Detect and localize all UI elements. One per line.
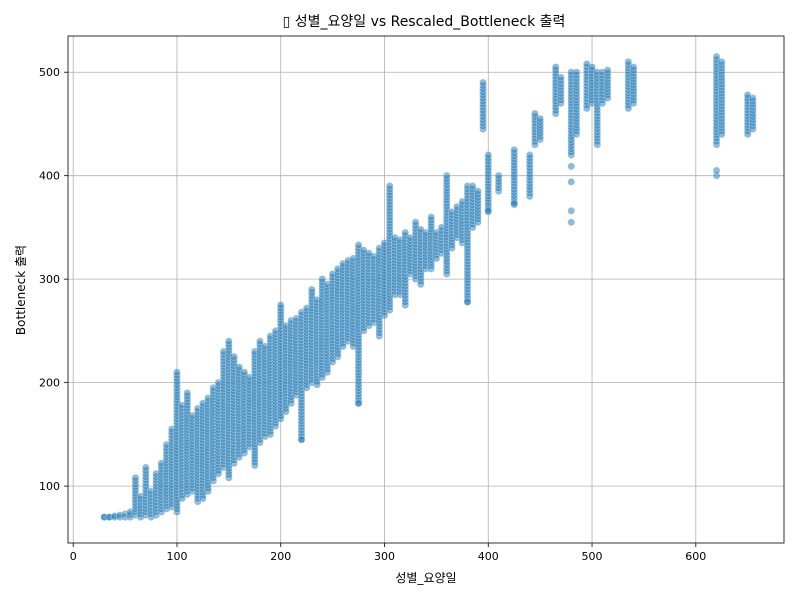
y-tick-label: 500 [39, 66, 60, 79]
data-point [354, 399, 363, 408]
y-tick-label: 300 [39, 273, 60, 286]
data-point [385, 182, 394, 190]
y-axis-ticks: 100 200 300 400 500 [39, 66, 68, 493]
data-point [536, 114, 544, 123]
x-tick-label: 0 [70, 550, 77, 563]
data-point [468, 182, 477, 190]
x-axis-label: 성별_요양일 [395, 571, 456, 585]
data-point [712, 52, 721, 61]
x-tick-label: 500 [582, 550, 603, 563]
data-point [557, 73, 565, 82]
data-point [173, 368, 181, 377]
data-point [572, 68, 581, 77]
data-point [567, 207, 576, 215]
data-point [276, 301, 285, 309]
data-point [427, 213, 435, 221]
data-point [624, 58, 633, 66]
data-point [629, 63, 638, 71]
data-point [551, 63, 560, 71]
data-point [525, 151, 534, 159]
chart-title: ▯ 성별_요양일 vs Rescaled_Bottleneck 출력 [283, 14, 566, 30]
x-axis-ticks: 0 100 200 300 400 500 600 [70, 543, 706, 563]
data-point [531, 109, 539, 118]
grid [68, 36, 784, 543]
data-point [588, 63, 596, 71]
data-points [100, 52, 757, 521]
data-point [225, 337, 233, 346]
y-tick-label: 400 [39, 170, 60, 183]
data-point [484, 207, 493, 215]
x-tick-label: 600 [685, 550, 706, 563]
data-point [411, 218, 420, 227]
data-point [484, 151, 493, 159]
data-point [479, 78, 487, 87]
data-point [494, 171, 503, 180]
data-point [712, 166, 721, 175]
data-point [510, 199, 519, 208]
y-tick-label: 200 [39, 377, 60, 390]
data-point [401, 228, 410, 237]
data-point [183, 389, 192, 397]
x-tick-label: 300 [374, 550, 395, 563]
data-point [354, 241, 363, 249]
data-point [308, 285, 316, 294]
data-point [235, 363, 244, 371]
data-point [567, 218, 576, 227]
data-point [603, 66, 612, 74]
data-point [318, 275, 327, 283]
y-tick-label: 100 [39, 480, 60, 493]
data-point [297, 435, 306, 444]
data-point [567, 178, 576, 186]
data-point [256, 337, 264, 346]
x-tick-label: 100 [166, 550, 187, 563]
data-point [442, 171, 451, 180]
x-tick-label: 200 [270, 550, 291, 563]
data-point [240, 368, 249, 377]
data-point [749, 94, 757, 102]
data-point [131, 474, 140, 482]
data-point [717, 58, 726, 66]
data-point [142, 463, 150, 472]
data-point [230, 352, 238, 361]
x-tick-label: 400 [478, 550, 499, 563]
plot-frame [67, 35, 785, 544]
data-point [567, 162, 576, 171]
y-axis-label: Bottleneck 출력 [14, 245, 28, 335]
data-point [474, 187, 482, 196]
data-point [463, 298, 472, 306]
data-point [510, 146, 519, 154]
